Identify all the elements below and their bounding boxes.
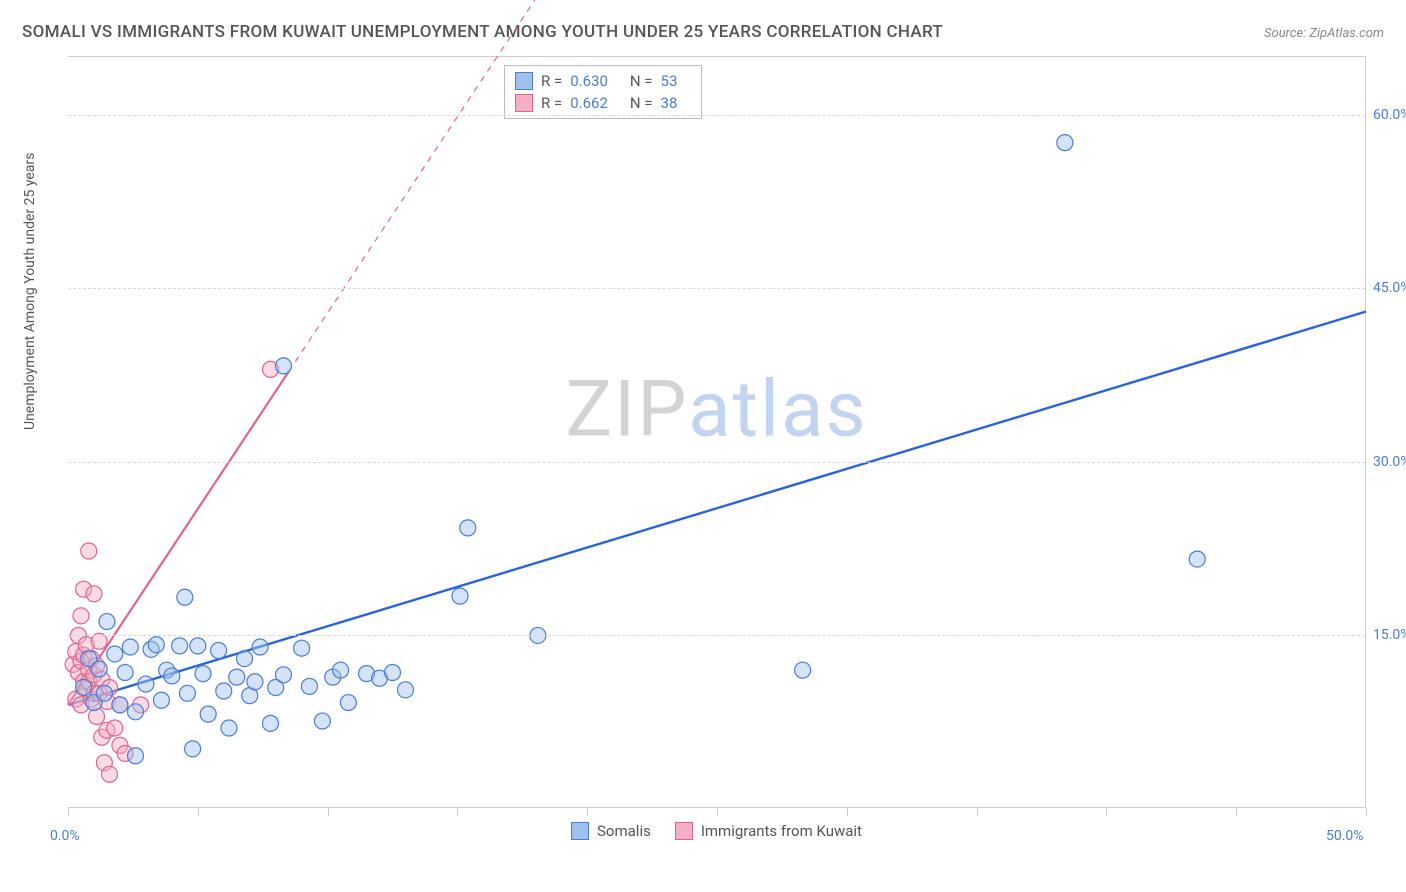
correlation-legend: R = 0.630 N = 53 R = 0.662 N = 38	[504, 65, 702, 119]
source-label: Source: ZipAtlas.com	[1264, 26, 1384, 41]
data-point	[112, 697, 128, 713]
data-point	[1189, 551, 1205, 567]
data-point	[91, 661, 107, 677]
y-tick-label: 45.0%	[1373, 280, 1406, 296]
data-point	[340, 695, 356, 711]
r-value: 0.630	[570, 72, 608, 90]
n-label: N =	[630, 72, 653, 90]
data-point	[211, 643, 227, 659]
y-axis-label: Unemployment Among Youth under 25 years	[22, 153, 38, 430]
x-tick	[717, 808, 718, 816]
data-point	[148, 637, 164, 653]
data-point	[294, 640, 310, 656]
legend-item: Somalis	[571, 822, 651, 840]
trend-line-dashed	[289, 0, 536, 372]
legend-swatch	[571, 822, 589, 840]
data-point	[452, 588, 468, 604]
data-point	[190, 638, 206, 654]
data-point	[73, 608, 89, 624]
x-tick	[1106, 808, 1107, 816]
trend-line	[68, 372, 289, 705]
scatter-plot	[68, 57, 1365, 808]
x-origin-label: 0.0%	[50, 828, 80, 844]
data-point	[460, 520, 476, 536]
gridline	[68, 635, 1365, 636]
data-point	[275, 358, 291, 374]
data-point	[185, 741, 201, 757]
data-point	[102, 766, 118, 782]
data-point	[117, 664, 133, 680]
data-point	[107, 646, 123, 662]
r-label: R =	[541, 94, 562, 112]
legend-label: Immigrants from Kuwait	[701, 822, 862, 840]
x-end-label: 50.0%	[1326, 828, 1364, 844]
data-point	[164, 668, 180, 684]
gridline	[68, 288, 1365, 289]
data-point	[107, 720, 123, 736]
gridline	[68, 115, 1365, 116]
data-point	[795, 662, 811, 678]
data-point	[333, 662, 349, 678]
data-point	[76, 680, 92, 696]
n-value: 53	[661, 72, 678, 90]
data-point	[385, 664, 401, 680]
gridline	[68, 462, 1365, 463]
n-label: N =	[630, 94, 653, 112]
data-point	[89, 708, 105, 724]
x-tick	[1236, 808, 1237, 816]
data-point	[138, 676, 154, 692]
data-point	[153, 692, 169, 708]
legend-row: R = 0.630 N = 53	[515, 70, 691, 92]
data-point	[221, 720, 237, 736]
data-point	[122, 639, 138, 655]
series-legend: Somalis Immigrants from Kuwait	[68, 822, 1365, 840]
data-point	[86, 586, 102, 602]
x-tick	[1366, 808, 1367, 816]
y-tick-label: 30.0%	[1373, 454, 1406, 470]
x-tick	[847, 808, 848, 816]
data-point	[127, 748, 143, 764]
data-point	[275, 667, 291, 683]
data-point	[216, 683, 232, 699]
data-point	[179, 685, 195, 701]
x-tick	[198, 808, 199, 816]
r-label: R =	[541, 72, 562, 90]
data-point	[96, 685, 112, 701]
n-value: 38	[661, 94, 678, 112]
data-point	[301, 678, 317, 694]
legend-label: Somalis	[597, 822, 651, 840]
x-tick	[587, 808, 588, 816]
data-point	[262, 715, 278, 731]
data-point	[252, 639, 268, 655]
data-point	[397, 682, 413, 698]
data-point	[229, 669, 245, 685]
data-point	[177, 589, 193, 605]
legend-item: Immigrants from Kuwait	[675, 822, 862, 840]
x-tick	[977, 808, 978, 816]
data-point	[200, 706, 216, 722]
x-tick	[68, 808, 69, 816]
data-point	[314, 713, 330, 729]
legend-swatch	[675, 822, 693, 840]
title-bar: SOMALI VS IMMIGRANTS FROM KUWAIT UNEMPLO…	[22, 22, 1384, 42]
y-tick-label: 60.0%	[1373, 107, 1406, 123]
y-tick-label: 15.0%	[1373, 627, 1406, 643]
x-tick	[457, 808, 458, 816]
data-point	[99, 614, 115, 630]
data-point	[247, 674, 263, 690]
data-point	[195, 666, 211, 682]
chart-title: SOMALI VS IMMIGRANTS FROM KUWAIT UNEMPLO…	[22, 22, 943, 42]
legend-row: R = 0.662 N = 38	[515, 92, 691, 114]
r-value: 0.662	[570, 94, 608, 112]
data-point	[127, 704, 143, 720]
x-tick	[328, 808, 329, 816]
chart-area: ZIPatlas R =0.630N =53R =0.662N =38 Soma…	[68, 56, 1366, 808]
data-point	[1057, 135, 1073, 151]
data-point	[237, 651, 253, 667]
legend-swatch	[515, 72, 533, 90]
legend-swatch	[515, 94, 533, 112]
data-point	[81, 543, 97, 559]
data-point	[172, 638, 188, 654]
